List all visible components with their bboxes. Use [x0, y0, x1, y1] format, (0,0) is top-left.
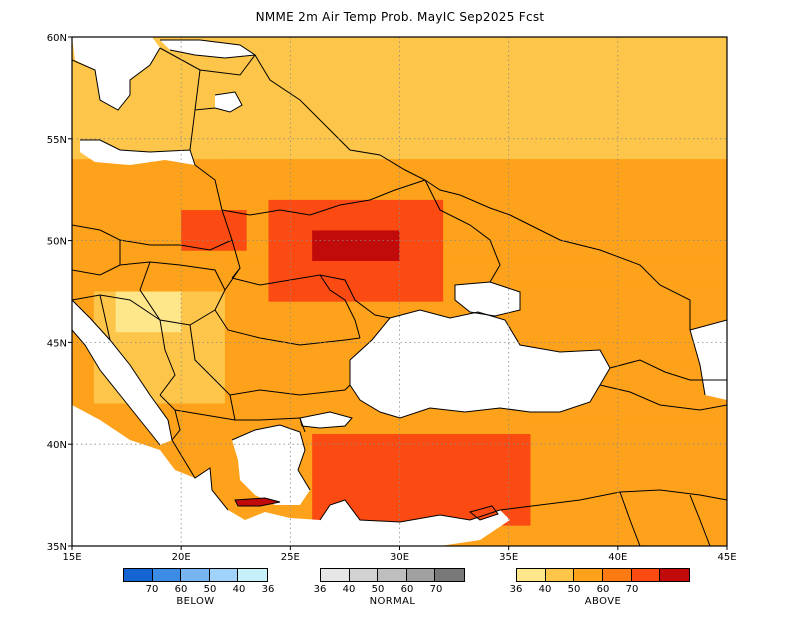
lon-tick-label: 25E — [281, 552, 300, 563]
map-title: NMME 2m Air Temp Prob. MayIC Sep2025 Fcs… — [255, 10, 545, 24]
lon-tick-label: 35E — [499, 552, 518, 563]
border-croatia-slovenia — [72, 294, 161, 341]
border-czech-austria — [72, 224, 151, 276]
legend-below-swatch — [152, 569, 182, 581]
border-turkey-georgia — [599, 384, 727, 411]
legend-normal-swatch — [378, 569, 407, 581]
border-greece-turkey — [299, 417, 306, 433]
border-ukraine-russia — [424, 179, 501, 283]
legend-above-swatch — [660, 569, 690, 581]
shading-region-9 — [530, 423, 727, 546]
legend-below-tick: 60 — [174, 584, 188, 595]
cyprus-outline — [468, 505, 499, 521]
graticule — [72, 37, 727, 546]
lat-tick-label: 45N — [47, 338, 67, 349]
border-bulgaria — [229, 384, 351, 421]
legend-above: 36 40 50 60 70 ABOVE — [510, 568, 690, 607]
legend-above-swatch — [631, 569, 661, 581]
legend-below: 70 60 50 40 36 BELOW — [123, 568, 274, 607]
legend-below-swatch — [209, 569, 239, 581]
lat-tick-label: 40N — [47, 440, 67, 451]
lon-tick-label: 15E — [62, 552, 81, 563]
gulf-riga — [215, 92, 242, 112]
lat-tick-label: 35N — [47, 542, 67, 553]
legend-normal-tick: 60 — [400, 584, 414, 595]
lon-tick-label: 40E — [608, 552, 627, 563]
legend-above-swatch — [603, 569, 632, 581]
lat-tick-label: 50N — [47, 237, 67, 248]
border-romania — [214, 267, 361, 346]
border-belarus-south — [221, 179, 426, 216]
legend-normal-tick: 40 — [342, 584, 356, 595]
legend-above-caption: ABOVE — [584, 596, 622, 607]
border-syria-iraq — [619, 491, 711, 546]
adriatic-coastline — [72, 299, 173, 446]
border-baltic-states — [159, 47, 256, 151]
black-sea — [350, 310, 610, 418]
caspian-coastline — [689, 319, 727, 396]
latitude-ticks: 60N 55N 50N 45N 40N 35N — [47, 33, 72, 553]
lon-tick-label: 20E — [172, 552, 191, 563]
border-moldova — [319, 274, 361, 339]
crete-outline — [234, 497, 281, 507]
lat-tick-label: 55N — [47, 135, 67, 146]
turkey-coastline — [299, 411, 501, 523]
legend-normal-swatch — [349, 569, 379, 581]
baltic-sea-south — [80, 140, 195, 165]
legend-below-swatch — [124, 569, 153, 581]
legend-above-tick: 60 — [596, 584, 610, 595]
legend-above-swatch — [545, 569, 575, 581]
legend-below-swatch — [238, 569, 268, 581]
shading-region-4 — [181, 210, 247, 251]
lon-tick-label: 30E — [390, 552, 409, 563]
legend-normal-tick: 70 — [429, 584, 443, 595]
sea-of-azov — [455, 282, 520, 316]
legend-above-tick: 70 — [625, 584, 639, 595]
legend-normal-caption: NORMAL — [369, 596, 416, 607]
legend-normal-swatch — [435, 569, 465, 581]
lon-tick-label: 45E — [717, 552, 736, 563]
legend-normal-swatch — [406, 569, 436, 581]
border-ukraine-south — [231, 274, 391, 319]
legend-above-tick: 50 — [567, 584, 581, 595]
lat-tick-label: 60N — [47, 33, 67, 44]
legend-below-tick: 50 — [203, 584, 217, 595]
border-russia-kazakhstan — [599, 249, 691, 330]
legend-normal-tick: 36 — [313, 584, 327, 595]
border-slovakia — [119, 239, 233, 251]
baltic-sea — [72, 37, 160, 110]
legend-above-tick: 36 — [509, 584, 523, 595]
sea-of-marmara — [300, 412, 352, 428]
legend-below-caption: BELOW — [176, 596, 215, 607]
border-serbia-bosnia — [159, 319, 231, 396]
baltic-coastline — [72, 39, 257, 166]
longitude-ticks: 15E 20E 25E 30E 35E 40E 45E — [62, 546, 737, 563]
azov-coastline — [454, 281, 521, 317]
cyprus-island — [470, 506, 498, 520]
legend-normal-tick: 50 — [371, 584, 385, 595]
adriatic-sea — [72, 300, 172, 445]
shading-region-3 — [312, 230, 400, 261]
greece-coastline — [171, 424, 311, 511]
political-borders — [72, 39, 727, 546]
legend-above-tick: 40 — [538, 584, 552, 595]
legend-below-tick: 36 — [261, 584, 275, 595]
legend-normal: 36 40 50 60 70 NORMAL — [314, 568, 465, 607]
legend-below-swatch — [181, 569, 210, 581]
gulf-finland — [160, 40, 255, 58]
legend-above-swatch — [574, 569, 604, 581]
legend-below-tick: 40 — [232, 584, 246, 595]
aegean-sea — [232, 425, 310, 505]
legend-normal-swatch — [321, 569, 350, 581]
legend-above-swatch — [517, 569, 546, 581]
legend-below-tick: 70 — [145, 584, 159, 595]
border-caucasus — [609, 359, 727, 381]
border-macedonia-albania — [159, 394, 236, 441]
